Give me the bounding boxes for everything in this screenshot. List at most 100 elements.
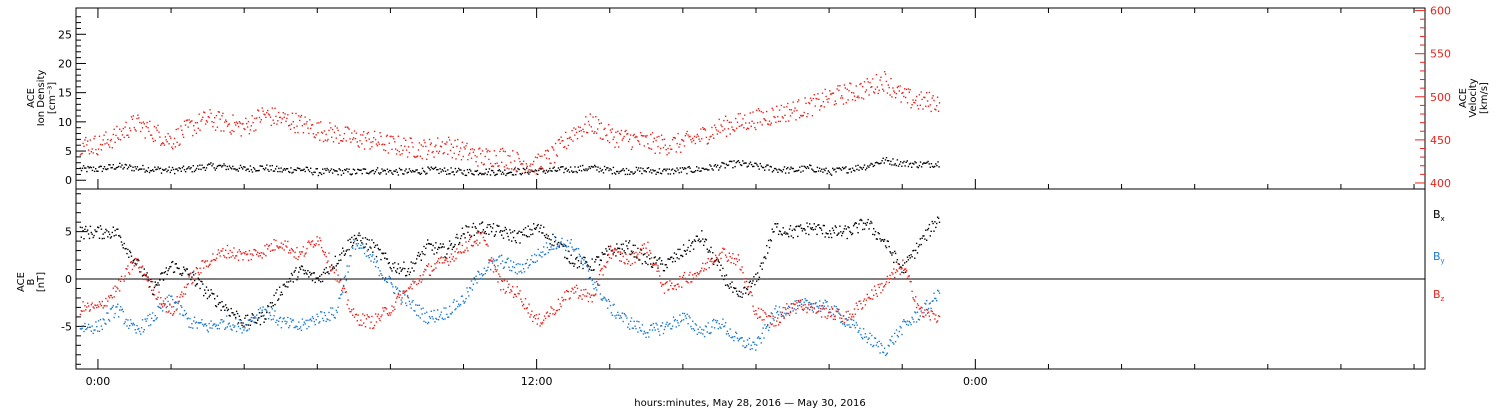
By-point xyxy=(776,311,778,314)
velocity-point xyxy=(637,139,639,142)
density-point xyxy=(685,167,687,170)
velocity-point xyxy=(722,129,724,132)
velocity-point xyxy=(894,91,896,94)
Bx-point xyxy=(272,305,274,307)
velocity-point xyxy=(893,90,895,92)
density-point xyxy=(613,172,616,174)
density-point xyxy=(430,166,432,168)
Bx-point xyxy=(696,235,698,237)
Bx-point xyxy=(773,230,775,233)
density-point xyxy=(136,166,139,168)
By-point xyxy=(80,328,82,330)
By-point xyxy=(339,297,341,299)
velocity-point xyxy=(204,111,206,114)
velocity-point xyxy=(250,125,252,127)
Bz-point xyxy=(553,309,555,311)
density-point xyxy=(801,165,803,167)
velocity-point xyxy=(537,153,539,155)
Bz-point xyxy=(662,283,665,286)
Bx-point xyxy=(186,268,188,270)
By-point xyxy=(909,322,911,324)
By-point xyxy=(180,305,182,307)
density-tick-label: 5 xyxy=(65,145,72,158)
By-point xyxy=(461,295,464,297)
Bz-point xyxy=(726,260,729,262)
density-point xyxy=(310,167,312,169)
Bx-point xyxy=(472,222,475,225)
density-point xyxy=(598,171,600,173)
By-point xyxy=(930,307,932,310)
Bx-point xyxy=(147,276,149,278)
Bx-point xyxy=(409,271,411,273)
Bz-point xyxy=(468,240,470,243)
By-point xyxy=(660,325,663,327)
velocity-point xyxy=(535,173,538,175)
velocity-point xyxy=(373,137,375,139)
velocity-point xyxy=(278,111,280,114)
density-point xyxy=(526,167,528,169)
Bz-point xyxy=(850,318,852,320)
density-point xyxy=(187,167,189,169)
velocity-point xyxy=(214,129,217,131)
Bz-point xyxy=(580,289,582,291)
density-point xyxy=(757,165,759,168)
velocity-point xyxy=(877,92,879,95)
Bx-point xyxy=(711,257,713,260)
Bx-point xyxy=(865,224,868,226)
velocity-point xyxy=(462,155,464,158)
Bz-point xyxy=(650,257,653,259)
Bz-point xyxy=(479,242,481,244)
Bz-point xyxy=(221,250,223,252)
velocity-point xyxy=(571,129,573,132)
Bx-point xyxy=(907,259,910,261)
velocity-point xyxy=(232,114,234,116)
By-point xyxy=(296,326,298,328)
density-point xyxy=(655,173,657,175)
velocity-point xyxy=(244,128,246,131)
velocity-point xyxy=(122,127,124,130)
Bz-point xyxy=(601,267,603,270)
Bx-point xyxy=(310,274,312,276)
Bz-point xyxy=(623,262,625,264)
density-point xyxy=(628,169,630,171)
Bz-point xyxy=(125,268,127,270)
density-point xyxy=(456,170,459,172)
By-point xyxy=(177,301,179,303)
velocity-point xyxy=(489,150,491,153)
By-point xyxy=(351,246,353,248)
Bz-point xyxy=(605,266,607,269)
Bx-point xyxy=(871,222,873,224)
velocity-point xyxy=(634,136,636,139)
By-point xyxy=(345,279,347,281)
Bz-point xyxy=(238,249,241,251)
velocity-point xyxy=(909,89,911,91)
velocity-point xyxy=(841,97,844,99)
By-point xyxy=(387,277,390,280)
Bz-point xyxy=(263,253,265,255)
Bx-point xyxy=(687,246,689,249)
density-point xyxy=(104,168,107,170)
density-point xyxy=(556,170,559,172)
Bz-point xyxy=(344,291,347,293)
Bz-point xyxy=(721,251,723,253)
density-point xyxy=(791,167,793,170)
By-point xyxy=(210,320,212,322)
velocity-point xyxy=(720,124,722,126)
Bz-point xyxy=(250,258,252,261)
Bx-point xyxy=(599,259,602,261)
Bz-point xyxy=(765,313,767,315)
velocity-point xyxy=(159,136,161,138)
By-point xyxy=(445,307,447,309)
velocity-point xyxy=(608,141,611,144)
density-point xyxy=(109,164,111,166)
Bx-point xyxy=(921,237,923,239)
velocity-point xyxy=(234,121,236,124)
density-point xyxy=(329,169,332,172)
Bz-point xyxy=(916,303,919,305)
Bz-point xyxy=(226,244,229,247)
velocity-point xyxy=(623,135,625,138)
By-point xyxy=(873,337,876,339)
velocity-point xyxy=(299,119,301,122)
Bx-point xyxy=(846,237,848,240)
Bx-point xyxy=(285,285,287,288)
